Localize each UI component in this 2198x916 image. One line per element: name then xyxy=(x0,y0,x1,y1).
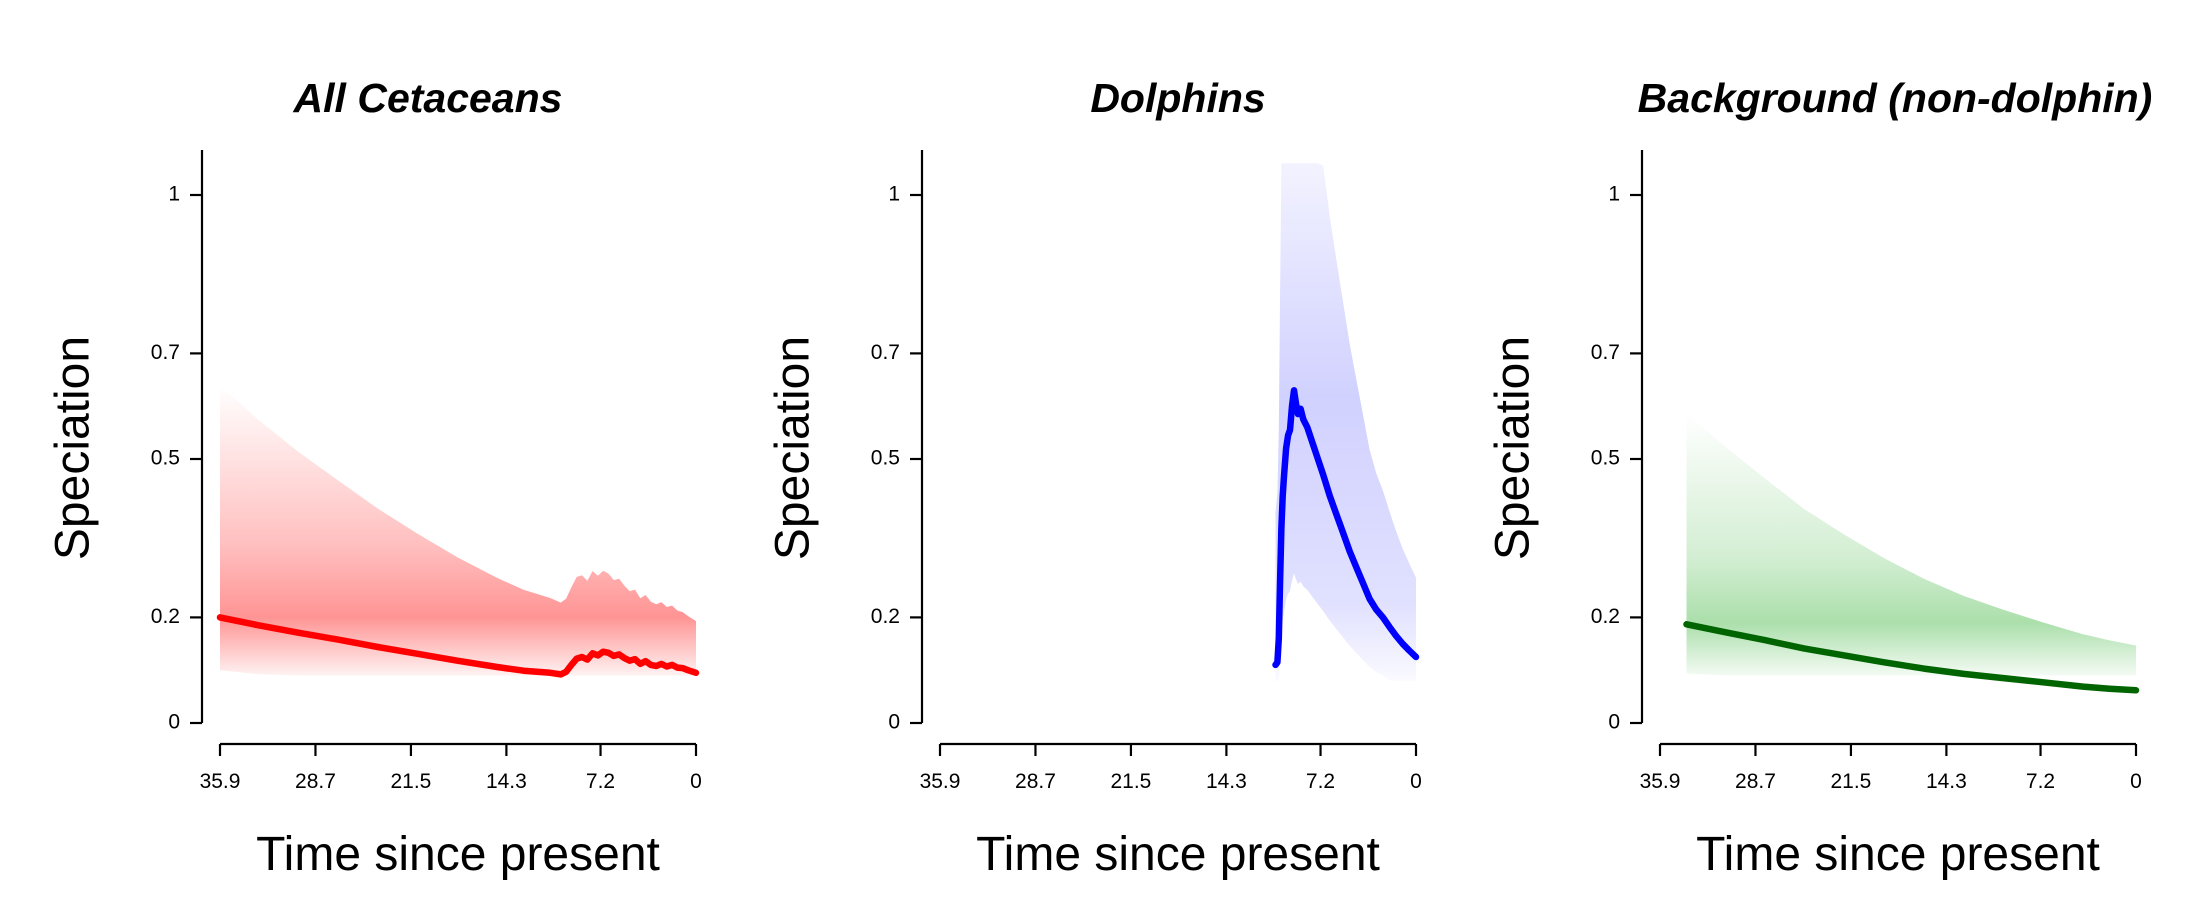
y-tick-label: 0.5 xyxy=(1591,447,1620,470)
x-tick-label: 21.5 xyxy=(390,770,431,793)
x-tick-label: 28.7 xyxy=(295,770,336,793)
y-axis-label: Speciation xyxy=(1487,336,1540,560)
y-tick-label: 0.7 xyxy=(871,341,900,364)
y-tick-label: 0 xyxy=(1608,711,1620,734)
plot-area xyxy=(1272,163,1420,681)
x-tick-label: 14.3 xyxy=(1206,770,1247,793)
y-tick-label: 0.2 xyxy=(1591,605,1620,628)
x-tick-label: 35.9 xyxy=(200,770,241,793)
y-tick-label: 1 xyxy=(888,183,900,206)
series-line xyxy=(1683,621,2140,694)
x-tick-label: 0 xyxy=(1410,770,1422,793)
panel-all-cetaceans: All Cetaceans Speciation Time since pres… xyxy=(47,75,702,881)
y-tick-label: 0.5 xyxy=(151,447,180,470)
x-axis-label: Time since present xyxy=(1696,828,2100,881)
x-tick-label: 14.3 xyxy=(486,770,527,793)
y-tick-label: 1 xyxy=(168,183,180,206)
x-tick-label: 28.7 xyxy=(1015,770,1056,793)
x-axis-label: Time since present xyxy=(256,828,660,881)
y-tick-label: 0.2 xyxy=(151,605,180,628)
y-tick-label: 1 xyxy=(1608,183,1620,206)
series-line xyxy=(216,614,700,678)
uncertainty-band xyxy=(220,385,696,676)
series-line xyxy=(1272,387,1420,669)
x-tick-label: 21.5 xyxy=(1110,770,1151,793)
y-tick-label: 0.7 xyxy=(1591,341,1620,364)
uncertainty-band xyxy=(1275,163,1416,681)
panel-background-non-dolphin: Background (non-dolphin) Speciation Time… xyxy=(1487,75,2153,881)
y-tick-label: 0 xyxy=(168,711,180,734)
x-tick-label: 35.9 xyxy=(1640,770,1681,793)
panel-title: Background (non-dolphin) xyxy=(1638,75,2153,121)
x-tick-label: 14.3 xyxy=(1926,770,1967,793)
x-tick-label: 35.9 xyxy=(920,770,961,793)
axes: 0 0.2 0.5 0.7 1 35.9 28.7 21.5 14.3 7.2 0 xyxy=(871,150,1422,793)
x-tick-label: 7.2 xyxy=(2026,770,2055,793)
panel-title: All Cetaceans xyxy=(293,75,563,121)
axes: 0 0.2 0.5 0.7 1 35.9 28.7 21.5 14.3 7.2 0 xyxy=(151,150,702,793)
plot-area xyxy=(216,385,700,678)
axes: 0 0.2 0.5 0.7 1 35.9 28.7 21.5 14.3 7.2 0 xyxy=(1591,150,2142,793)
y-tick-label: 0 xyxy=(888,711,900,734)
panel-title: Dolphins xyxy=(1090,75,1265,121)
x-tick-label: 0 xyxy=(2130,770,2142,793)
x-tick-label: 0 xyxy=(690,770,702,793)
panel-dolphins: Dolphins Speciation Time since present 0… xyxy=(767,75,1422,881)
x-tick-label: 28.7 xyxy=(1735,770,1776,793)
uncertainty-band xyxy=(1686,413,2136,676)
plot-area xyxy=(1683,413,2140,694)
y-axis-label: Speciation xyxy=(47,336,100,560)
y-tick-label: 0.5 xyxy=(871,447,900,470)
y-axis-label: Speciation xyxy=(767,336,820,560)
x-tick-label: 7.2 xyxy=(586,770,615,793)
y-tick-label: 0.2 xyxy=(871,605,900,628)
x-tick-label: 7.2 xyxy=(1306,770,1335,793)
y-tick-label: 0.7 xyxy=(151,341,180,364)
x-axis-label: Time since present xyxy=(976,828,1380,881)
x-tick-label: 21.5 xyxy=(1830,770,1871,793)
